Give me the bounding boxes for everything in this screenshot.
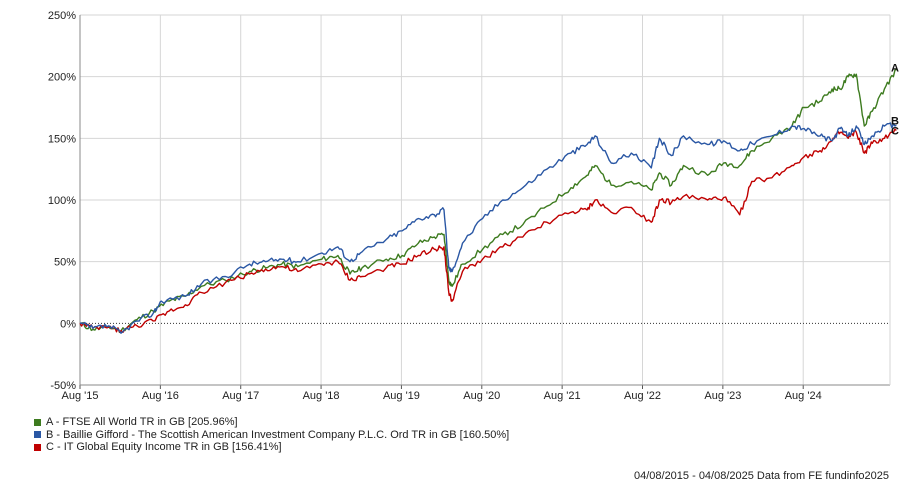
series-end-label-b: B: [891, 115, 899, 127]
performance-line-chart: 250% 200% 150% 100% 50% 0% -50%Aug '15 Aug '16 A…: [48, 10, 899, 402]
y-tick-label: -50%: [50, 380, 76, 392]
legend-swatch-b: [34, 431, 41, 439]
x-tick-label: Aug '19: [383, 390, 420, 402]
x-tick-label: Aug '22: [624, 390, 661, 402]
series-end-label-c: C: [891, 125, 899, 137]
x-tick-label: Aug '15: [62, 390, 99, 402]
x-tick-label: Aug '18: [303, 390, 340, 402]
x-tick-label: Aug '17: [222, 390, 259, 402]
legend-item-c: C - IT Global Equity Income TR in GB [15…: [34, 441, 509, 454]
y-tick-label: 100%: [48, 195, 76, 207]
x-tick-label: Aug '23: [704, 390, 741, 402]
x-tick-label: Aug '24: [785, 390, 822, 402]
y-tick-label: 200%: [48, 72, 76, 84]
x-tick-label: Aug '16: [142, 390, 179, 402]
legend-swatch-c: [34, 443, 41, 451]
series-end-label-a: A: [891, 62, 899, 74]
chart-legend: A - FTSE All World TR in GB [205.96%] B …: [34, 416, 509, 454]
series-line-b: [79, 122, 897, 334]
y-tick-label: 250%: [48, 10, 76, 22]
legend-label-a: A - FTSE All World TR in GB [205.96%]: [46, 416, 238, 428]
legend-item-b: B - Baillie Gifford - The Scottish Ameri…: [34, 429, 509, 442]
date-range-source-note: 04/08/2015 - 04/08/2025 Data from FE fun…: [633, 470, 889, 482]
legend-item-a: A - FTSE All World TR in GB [205.96%]: [34, 416, 509, 429]
series-line-a: [80, 68, 897, 334]
x-tick-label: Aug '21: [544, 390, 581, 402]
y-tick-label: 150%: [48, 133, 76, 145]
legend-label-c: C - IT Global Equity Income TR in GB [15…: [46, 441, 282, 453]
legend-label-b: B - Baillie Gifford - The Scottish Ameri…: [46, 428, 510, 441]
series-line-c: [79, 128, 897, 333]
y-tick-label: 50%: [54, 257, 76, 269]
legend-swatch-a: [34, 418, 41, 426]
y-tick-label: 0%: [60, 318, 76, 330]
x-tick-label: Aug '20: [463, 390, 500, 402]
